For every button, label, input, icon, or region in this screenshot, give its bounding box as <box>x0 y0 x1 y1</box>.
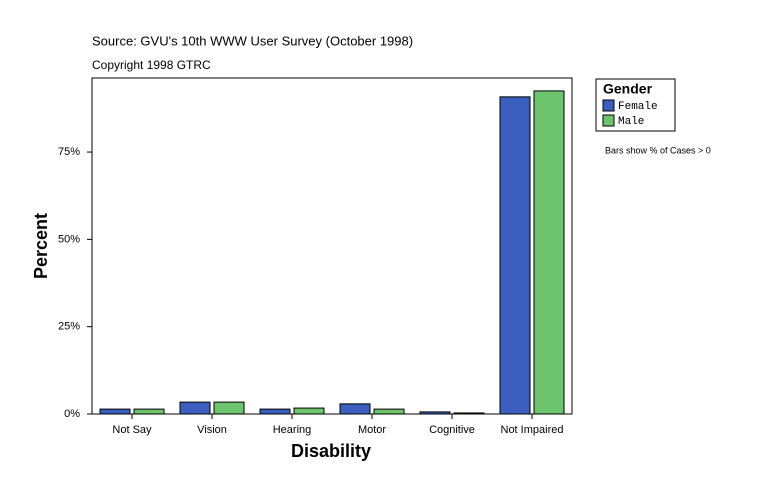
bar <box>259 408 291 415</box>
plot-area <box>91 77 573 415</box>
x-tick-label: Motor <box>358 424 386 436</box>
bar <box>419 411 451 415</box>
y-axis-label: Percent <box>31 213 51 279</box>
bar <box>293 407 325 415</box>
legend-label: Male <box>618 116 644 128</box>
legend-swatch <box>602 114 615 127</box>
copyright: Copyright 1998 GTRC <box>92 58 211 72</box>
x-tick-label: Vision <box>197 424 227 436</box>
x-tick-label: Not Say <box>112 424 152 436</box>
bar <box>453 412 485 415</box>
bar <box>533 90 565 415</box>
y-tick-label: 75% <box>58 146 80 158</box>
bar <box>179 401 211 415</box>
y-tick-label: 50% <box>58 233 80 245</box>
y-tick-label: 25% <box>58 321 80 333</box>
x-axis-label: Disability <box>291 441 371 461</box>
x-tick-label: Not Impaired <box>501 424 564 436</box>
bar <box>373 408 405 415</box>
legend-swatch <box>602 99 615 112</box>
x-tick-label: Hearing <box>273 424 312 436</box>
x-tick-label: Cognitive <box>429 424 475 436</box>
legend-title: Gender <box>603 81 653 97</box>
y-tick-label: 0% <box>64 408 80 420</box>
bar <box>133 408 165 415</box>
bar <box>499 96 531 415</box>
source: Source: GVU's 10th WWW User Survey (Octo… <box>92 33 413 48</box>
bar <box>99 408 131 415</box>
note: Bars show % of Cases > 0 <box>605 145 711 155</box>
bar <box>213 401 245 415</box>
bar <box>339 403 371 415</box>
legend-label: Female <box>618 101 658 113</box>
